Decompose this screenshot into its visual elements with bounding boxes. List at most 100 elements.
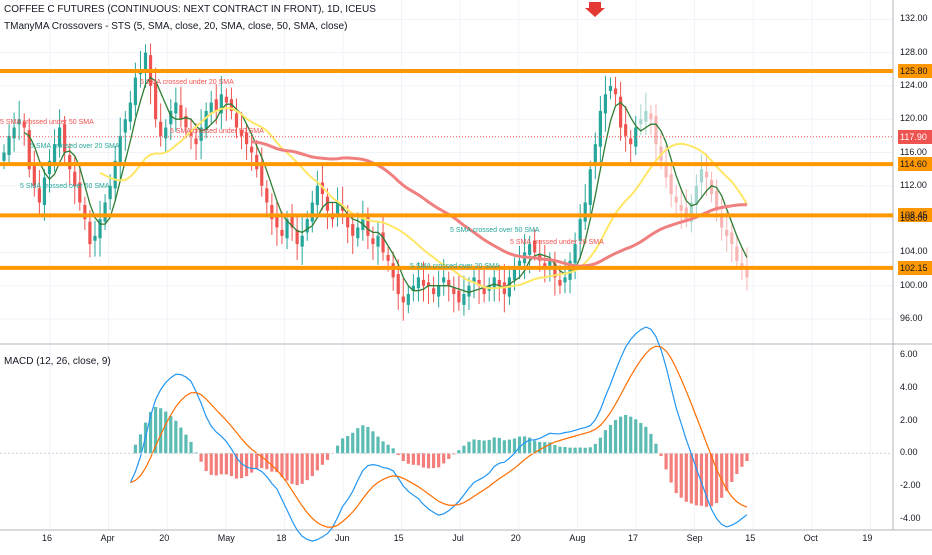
price-tick-label: 128.00 [900, 47, 928, 57]
candle-body [614, 88, 617, 94]
candle-body [654, 116, 657, 144]
histogram-bar [629, 417, 632, 454]
candle-body [134, 78, 137, 105]
histogram-bar [584, 448, 587, 454]
histogram-bar [493, 437, 496, 453]
histogram-bar [745, 453, 748, 461]
candle-body [351, 224, 354, 236]
candle-body [730, 232, 733, 244]
time-tick-label: Oct [804, 533, 818, 543]
candle-body [599, 111, 602, 147]
histogram-bar [472, 439, 475, 453]
candle-body [493, 277, 496, 288]
histogram-bar [336, 446, 339, 454]
histogram-bar [574, 448, 577, 454]
time-tick-label: Jun [335, 533, 350, 543]
crossover-annotation: 5 SMA crossed over 20 SMA [410, 263, 500, 270]
histogram-bar [644, 427, 647, 454]
time-tick-label: 18 [276, 533, 286, 543]
crossover-annotation: 5 SMA crossed over 20 SMA [30, 143, 120, 150]
candle-body [629, 138, 632, 144]
histogram-bar [589, 447, 592, 453]
candle-body [260, 166, 263, 186]
histogram-bar [179, 428, 182, 454]
histogram-bar [412, 453, 415, 464]
histogram-bar [483, 441, 486, 454]
candle-body [154, 83, 157, 120]
time-tick-label: Sep [687, 533, 703, 543]
macd-tick-label: 4.00 [900, 382, 918, 392]
crossover-annotation: 5 SMA crossed over 50 SMA [450, 227, 540, 234]
candle-body [88, 222, 91, 244]
histogram-bar [442, 453, 445, 463]
histogram-bar [255, 453, 258, 469]
histogram-bar [189, 442, 192, 454]
histogram-bar [675, 453, 678, 493]
time-tick-label: May [218, 533, 235, 543]
histogram-bar [341, 438, 344, 453]
histogram-bar [695, 453, 698, 505]
histogram-bar [290, 453, 293, 483]
level-price-tag: 102.15 [898, 261, 932, 275]
histogram-bar [558, 447, 561, 454]
histogram-bar [498, 438, 501, 453]
candle-body [371, 238, 374, 244]
histogram-bar [174, 421, 177, 454]
candle-body [250, 147, 253, 153]
level-price-tag: 125.80 [898, 64, 932, 78]
symbol-title: COFFEE C FUTURES (CONTINUOUS: NEXT CONTR… [4, 4, 376, 15]
candle-body [397, 274, 400, 294]
candle-body [670, 174, 673, 194]
histogram-bar [639, 423, 642, 453]
candle-body [579, 219, 582, 241]
candle-body [225, 97, 228, 103]
candle-body [649, 113, 652, 119]
candle-body [619, 97, 622, 128]
time-tick-label: 15 [394, 533, 404, 543]
histogram-bar [730, 453, 733, 482]
histogram-bar [720, 453, 723, 497]
histogram-bar [422, 453, 425, 467]
histogram-bar [164, 412, 167, 454]
histogram-bar [614, 420, 617, 453]
candle-body [513, 269, 516, 280]
candle-body [437, 286, 440, 297]
histogram-bar [417, 453, 420, 465]
candle-body [255, 155, 258, 169]
crossover-annotation: 5 SMA crossed under 20 SMA [510, 239, 604, 246]
histogram-bar [579, 448, 582, 454]
candle-body [675, 197, 678, 203]
histogram-bar [311, 453, 314, 476]
crossover-annotation: 5 SMA crossed over 50 SMA [20, 183, 110, 190]
price-tick-label: 112.00 [900, 180, 927, 190]
candle-body [159, 122, 162, 136]
histogram-bar [649, 434, 652, 453]
candle-body [462, 294, 465, 305]
time-tick-label: Jul [452, 533, 464, 543]
histogram-bar [296, 453, 299, 485]
candle-body [574, 244, 577, 263]
histogram-bar [230, 453, 233, 476]
candle-body [563, 277, 566, 282]
time-tick-label: 17 [628, 533, 638, 543]
histogram-bar [664, 453, 667, 469]
histogram-bar [306, 453, 309, 480]
histogram-bar [220, 453, 223, 474]
histogram-bar [356, 428, 359, 453]
candle-body [680, 205, 683, 211]
price-tick-label: 132.00 [900, 13, 928, 23]
candle-body [392, 263, 395, 277]
histogram-bar [725, 453, 728, 490]
histogram-bar [169, 416, 172, 453]
candle-body [144, 53, 147, 72]
candle-body [624, 124, 627, 136]
candle-body [644, 111, 647, 122]
histogram-bar [447, 453, 450, 459]
candle-body [194, 138, 197, 144]
candle-body [296, 230, 299, 244]
candle-body [483, 288, 486, 294]
histogram-bar [503, 440, 506, 453]
crossover-annotation: 5 SMA crossed under 50 SMA [0, 119, 94, 126]
time-tick-label: Aug [569, 533, 585, 543]
